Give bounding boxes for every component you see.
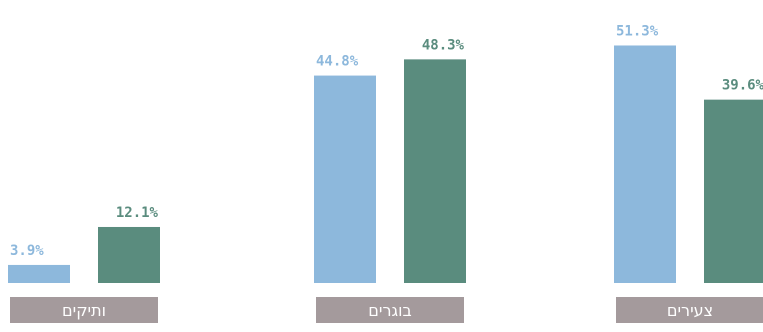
category-label-box-1 (316, 297, 464, 323)
bars-layer (8, 45, 763, 284)
bar-0-0 (8, 264, 70, 283)
bar-1-1 (404, 59, 466, 283)
bar-1-0 (314, 75, 376, 284)
bar-0-1 (98, 226, 160, 283)
value-label-1-0: 44.8% (316, 54, 359, 70)
value-label-0-1: 12.1% (116, 205, 159, 221)
category-label-1: בוגרים (368, 301, 411, 320)
category-label-0: ותיקים (62, 301, 106, 320)
value-label-2-1: 39.6% (722, 78, 763, 94)
category-labels-layer: ותיקים בוגרים צעירים (10, 297, 763, 323)
bar-2-0 (614, 45, 676, 283)
value-label-0-0: 3.9% (10, 243, 44, 259)
bar-2-1 (704, 99, 763, 283)
value-label-2-0: 51.3% (616, 23, 659, 39)
value-label-1-1: 48.3% (422, 37, 465, 53)
category-label-box-2 (616, 297, 763, 323)
category-label-box-0 (10, 297, 158, 323)
category-label-2: צעירים (667, 301, 713, 320)
value-labels-layer: 3.9% 12.1% 44.8% 48.3% 51.3% 39.6% (10, 23, 763, 258)
